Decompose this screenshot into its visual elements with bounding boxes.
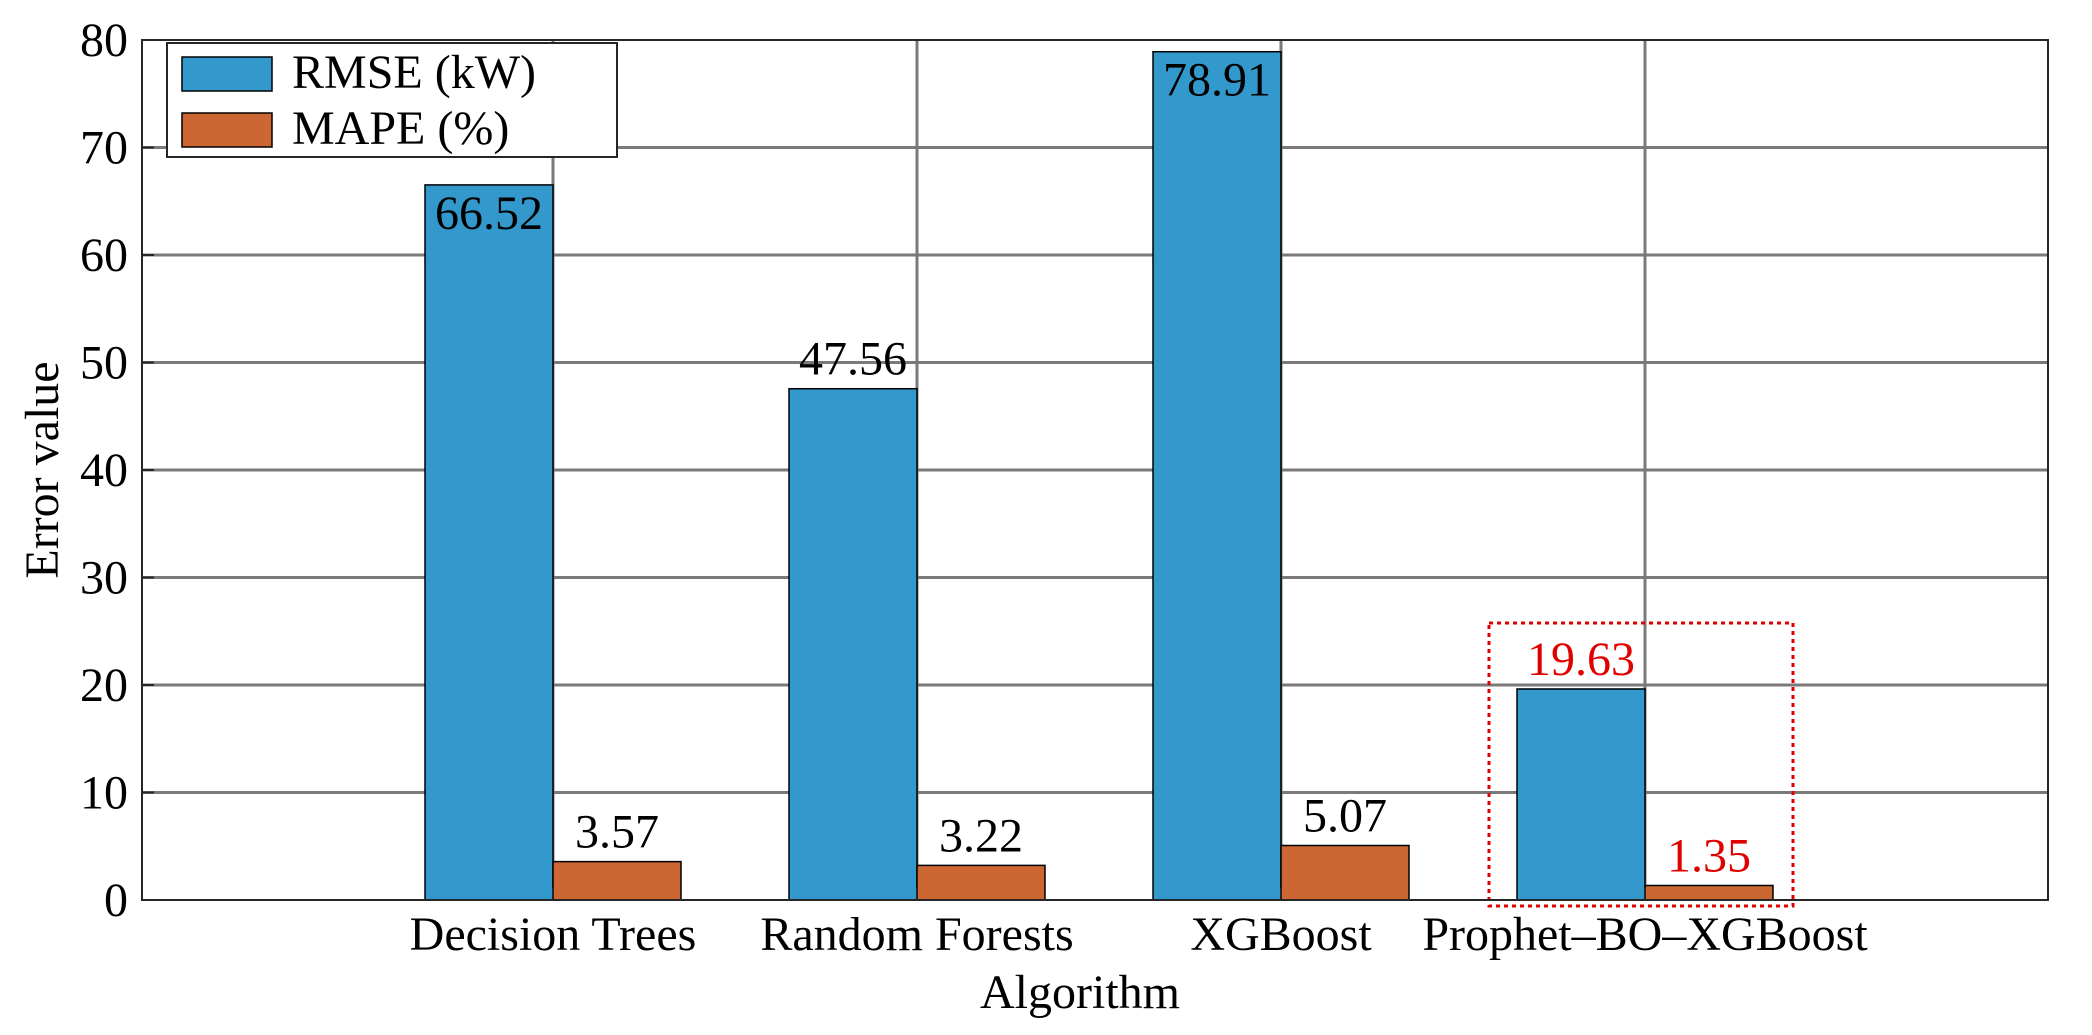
bar-rmse — [1152, 50, 1282, 901]
data-label-rmse: 66.52 — [435, 187, 543, 240]
x-tick-label: Decision Trees — [410, 908, 697, 961]
data-label-mape: 3.22 — [939, 809, 1023, 862]
y-tick-label: 80 — [80, 14, 128, 67]
legend-swatch-mape — [181, 112, 273, 148]
x-tick-label: XGBoost — [1190, 908, 1372, 961]
bar-rmse — [424, 184, 554, 901]
bar-mape — [1280, 844, 1410, 901]
legend-swatch-rmse — [181, 56, 273, 92]
highlight-box-group — [1487, 621, 1795, 908]
y-axis-ticks: 0 10 20 30 40 50 60 70 80 — [80, 14, 154, 927]
legend[interactable]: RMSE (kW) MAPE (%) — [166, 42, 618, 158]
legend-label-mape: MAPE (%) — [292, 102, 509, 155]
data-label-rmse: 19.63 — [1527, 633, 1635, 686]
x-tick-label: Random Forests — [760, 908, 1073, 961]
bars — [424, 50, 1774, 901]
bar-mape — [1644, 884, 1774, 901]
data-label-rmse: 78.91 — [1163, 54, 1271, 107]
highlight-box — [1487, 621, 1795, 908]
data-label-mape: 3.57 — [575, 806, 659, 859]
y-tick-label: 10 — [80, 767, 128, 820]
bar-mape — [552, 860, 682, 901]
y-tick-label: 20 — [80, 659, 128, 712]
y-tick-label: 60 — [80, 229, 128, 282]
x-axis-title: Algorithm — [980, 966, 1180, 1019]
bar-rmse — [1516, 688, 1646, 901]
y-tick-label: 0 — [104, 874, 128, 927]
x-axis-ticks: Decision Trees Random Forests XGBoost Proph… — [410, 888, 1868, 961]
x-tick-label: Prophet–BO–XGBoost — [1422, 908, 1868, 961]
y-tick-label: 70 — [80, 122, 128, 175]
data-labels: 66.52 47.56 78.91 19.63 3.57 3.22 5.07 1.35 — [435, 54, 1751, 883]
legend-label-rmse: RMSE (kW) — [292, 46, 536, 99]
data-label-rmse: 47.56 — [799, 333, 907, 386]
data-label-mape: 5.07 — [1303, 789, 1387, 842]
y-axis-title: Error value — [16, 361, 69, 578]
bar-rmse — [788, 387, 918, 901]
y-tick-label: 40 — [80, 444, 128, 497]
data-label-mape: 1.35 — [1667, 829, 1751, 882]
y-tick-label: 30 — [80, 552, 128, 605]
bar-mape — [916, 864, 1046, 901]
y-tick-label: 50 — [80, 337, 128, 390]
